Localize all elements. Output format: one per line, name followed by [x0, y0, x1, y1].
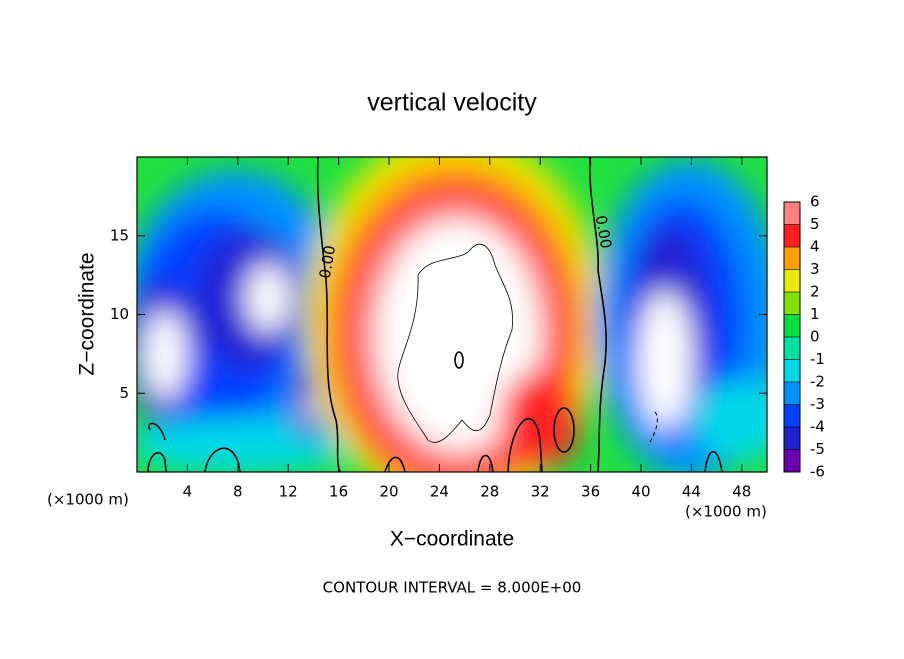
- y-tick-label: 10: [110, 305, 129, 323]
- contour-line: [454, 351, 464, 369]
- field-blob: [376, 220, 540, 450]
- x-tick-label: 20: [379, 483, 398, 501]
- contour-label: 0.00: [592, 214, 616, 250]
- colorbar-tick-label: 2: [810, 283, 820, 301]
- colorbar-tick-label: -3: [810, 395, 825, 413]
- colorbar-band: [784, 337, 800, 360]
- colorbar-band: [784, 359, 800, 382]
- colorbar-band: [784, 314, 800, 337]
- x-tick-label: 12: [279, 483, 298, 501]
- colorbar-band: [784, 404, 800, 427]
- y-axis-label: Z−coordinate: [76, 252, 99, 375]
- x-unit-label: (×1000 m): [685, 503, 767, 521]
- x-tick-label: 16: [329, 483, 348, 501]
- field-blob: [500, 370, 580, 470]
- x-tick-label: 8: [233, 483, 243, 501]
- contour-line: [507, 418, 543, 472]
- x-tick-label: 48: [732, 483, 751, 501]
- colorbar-band: [784, 427, 800, 450]
- colorbar-band: [784, 292, 800, 315]
- field-blob: [137, 417, 350, 472]
- colorbar-tick-label: 6: [810, 193, 820, 211]
- contour-line: [384, 456, 406, 472]
- colorbar-tick-label: 0: [810, 328, 820, 346]
- contour-label: 0.00: [316, 244, 340, 280]
- footer-note: CONTOUR INTERVAL = 8.000E+00: [323, 579, 582, 597]
- x-tick-label: 28: [480, 483, 499, 501]
- y-tick-label: 15: [110, 226, 129, 244]
- contour-line: [147, 451, 167, 472]
- contour-line: [316, 157, 341, 472]
- field-blob: [143, 310, 187, 400]
- contour-line: [477, 454, 494, 472]
- colorbar-tick-label: -1: [810, 350, 825, 368]
- colorbar-band: [784, 449, 800, 472]
- colorbar-tick-label: -2: [810, 373, 825, 391]
- colorbar-band: [784, 224, 800, 247]
- contour-line: [148, 422, 166, 441]
- x-tick-label: 24: [430, 483, 449, 501]
- x-unit-label: (×1000 m): [47, 491, 129, 509]
- contour-line: [704, 451, 723, 472]
- colorbar-tick-label: -6: [810, 463, 825, 481]
- colorbar-tick-label: -5: [810, 440, 825, 458]
- chart-title: vertical velocity: [367, 89, 537, 117]
- contour-line: [647, 411, 658, 446]
- contour-line: [553, 407, 575, 453]
- x-tick-label: 44: [682, 483, 701, 501]
- field-blob: [246, 263, 290, 333]
- colorbar-tick-label: -4: [810, 418, 825, 436]
- field-blob: [302, 400, 318, 420]
- field-blob: [690, 380, 767, 460]
- y-tick-label: 5: [119, 384, 129, 402]
- contour-line: [588, 157, 607, 472]
- x-tick-label: 4: [183, 483, 193, 501]
- x-axis-label: X−coordinate: [390, 528, 514, 551]
- colorbar-band: [784, 202, 800, 225]
- field-blobs: [137, 157, 767, 472]
- colorbar-tick-label: 4: [810, 238, 820, 256]
- field-blob: [637, 290, 693, 430]
- contour-line: [397, 243, 513, 443]
- colorbar-tick-label: 5: [810, 215, 820, 233]
- contour-line: [204, 447, 241, 472]
- x-tick-label: 40: [631, 483, 650, 501]
- colorbar-tick-label: 1: [810, 305, 820, 323]
- x-tick-label: 32: [531, 483, 550, 501]
- colorbar-band: [784, 382, 800, 405]
- colorbar-tick-label: 3: [810, 260, 820, 278]
- contours: [147, 157, 723, 472]
- x-tick-label: 36: [581, 483, 600, 501]
- colorbar-band: [784, 269, 800, 292]
- field: 0.00 0.00: [137, 157, 767, 472]
- colorbar-band: [784, 247, 800, 270]
